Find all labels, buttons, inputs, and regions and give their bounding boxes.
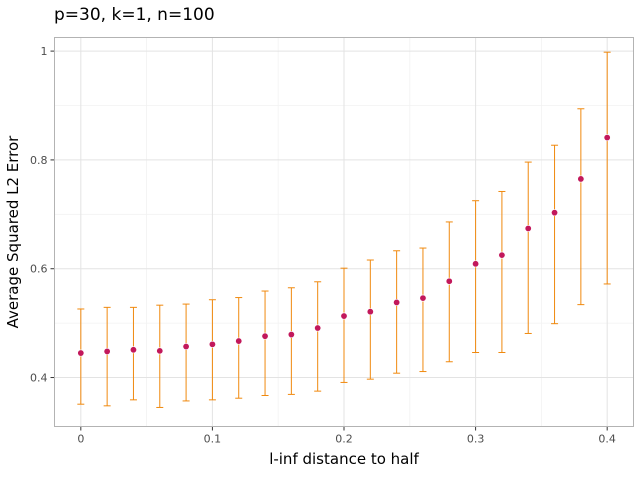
data-point xyxy=(603,134,611,142)
error-bar xyxy=(498,190,506,354)
data-point xyxy=(156,347,164,355)
error-bar xyxy=(524,161,532,334)
error-bar xyxy=(208,299,216,401)
error-bar xyxy=(393,250,401,374)
data-point xyxy=(235,337,243,345)
x-tick-label: 0.1 xyxy=(204,433,222,446)
x-axis: 0 0.1 0.2 0.3 0.4 xyxy=(77,426,616,446)
error-bar xyxy=(182,303,190,402)
data-point xyxy=(366,308,374,316)
data-point xyxy=(287,331,295,339)
data-point xyxy=(472,260,480,268)
data-point xyxy=(208,340,216,348)
data-point xyxy=(393,298,401,306)
x-tick-label: 0 xyxy=(77,433,84,446)
error-bar xyxy=(577,108,585,306)
error-bar xyxy=(129,306,137,401)
data-point xyxy=(445,277,453,285)
data-points xyxy=(77,134,611,357)
data-point xyxy=(577,175,585,183)
chart-title: p=30, k=1, n=100 xyxy=(54,5,215,25)
y-axis-title: Average Squared L2 Error xyxy=(4,135,22,329)
y-tick-label: 1 xyxy=(41,45,48,58)
y-tick-label: 0.6 xyxy=(30,263,48,276)
data-point xyxy=(498,251,506,259)
data-point xyxy=(261,332,269,340)
y-tick-label: 0.8 xyxy=(30,154,48,167)
x-tick-label: 0.3 xyxy=(467,433,485,446)
error-bar xyxy=(340,267,348,383)
data-point xyxy=(551,209,559,217)
x-tick-label: 0.4 xyxy=(598,433,616,446)
x-tick-label: 0.2 xyxy=(335,433,353,446)
error-bar xyxy=(366,259,374,380)
error-bar xyxy=(603,51,611,285)
error-bar xyxy=(419,247,427,373)
error-bar xyxy=(287,287,295,395)
error-bar xyxy=(156,304,164,408)
error-bars xyxy=(77,51,611,408)
panel-border xyxy=(54,37,634,427)
data-point xyxy=(524,224,532,232)
data-point xyxy=(77,349,85,357)
y-tick-label: 0.4 xyxy=(30,372,48,385)
error-bar xyxy=(235,297,243,399)
data-point xyxy=(314,324,322,332)
x-axis-title: l-inf distance to half xyxy=(269,450,419,468)
error-bar xyxy=(77,308,85,405)
y-axis: 0.4 0.6 0.8 1 xyxy=(30,45,55,385)
data-point xyxy=(129,346,137,354)
error-bar xyxy=(445,221,453,363)
error-bar xyxy=(261,290,269,396)
error-bar xyxy=(314,281,322,392)
error-bar xyxy=(472,200,480,354)
data-point xyxy=(419,294,427,302)
data-point xyxy=(340,312,348,320)
error-bar xyxy=(551,144,559,325)
data-point xyxy=(182,343,190,351)
data-point xyxy=(103,347,111,355)
error-bar xyxy=(103,306,111,407)
